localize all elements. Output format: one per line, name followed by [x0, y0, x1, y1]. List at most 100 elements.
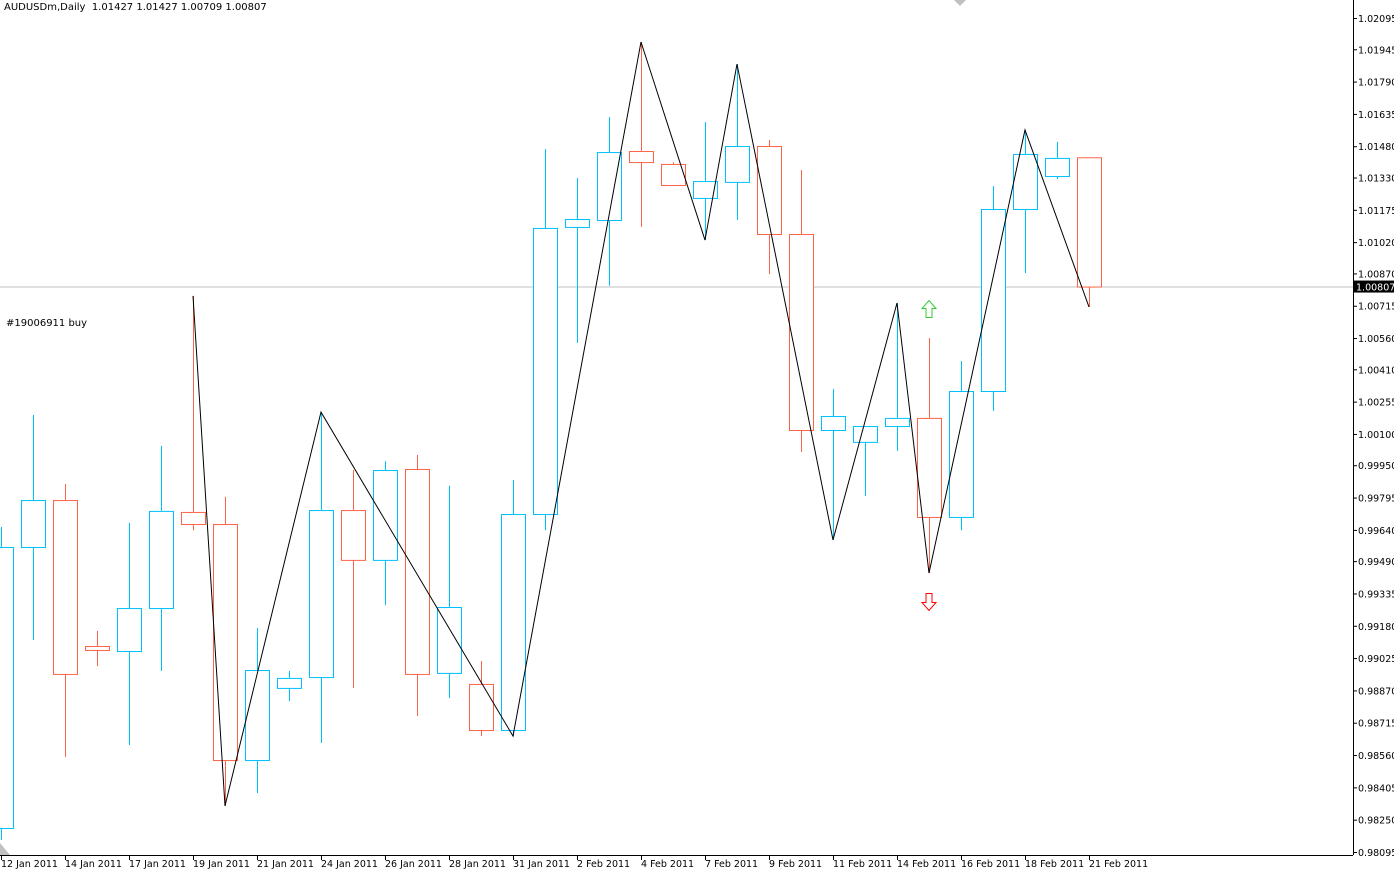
time-tick-label: 21 Jan 2011	[257, 859, 314, 870]
candle	[85, 630, 110, 667]
time-tick-label: 14 Feb 2011	[897, 859, 956, 870]
candle-body	[277, 677, 302, 689]
candle	[53, 483, 78, 757]
candle-body	[693, 181, 718, 199]
price-tick-label: 0.98560	[1358, 751, 1394, 762]
candle	[597, 117, 622, 286]
candle	[853, 426, 878, 496]
price-tick-label: 1.02095	[1358, 14, 1394, 25]
time-tick-label: 18 Feb 2011	[1025, 859, 1084, 870]
candle	[661, 162, 686, 187]
time-tick-label: 28 Jan 2011	[449, 859, 506, 870]
price-tick-label: 1.01020	[1358, 238, 1394, 249]
candle-body	[629, 151, 654, 164]
candle	[1045, 142, 1070, 179]
price-tick-label: 0.98870	[1358, 686, 1394, 697]
candle-body	[533, 227, 558, 516]
candle-body	[949, 391, 974, 518]
candle-body	[853, 426, 878, 443]
candle-body	[469, 683, 494, 732]
order-label: #19006911 buy	[6, 318, 88, 329]
current-price-label: 1.00807	[1356, 283, 1394, 294]
arrow-down-icon	[920, 592, 938, 612]
price-tick-label: 1.01635	[1358, 110, 1394, 121]
candle	[629, 41, 654, 227]
time-tick-label: 12 Jan 2011	[1, 859, 58, 870]
time-tick-label: 16 Feb 2011	[961, 859, 1020, 870]
candle-body	[53, 500, 78, 675]
candle-body	[501, 514, 526, 732]
price-tick-label: 0.98250	[1358, 816, 1394, 827]
candle-body	[245, 669, 270, 762]
candle-body	[341, 510, 366, 561]
price-tick-label: 1.00255	[1358, 398, 1394, 409]
candle	[149, 446, 174, 672]
chart-shift-marker-icon	[954, 0, 966, 6]
candle-body	[117, 608, 142, 653]
candle-body	[149, 510, 174, 610]
time-tick-label: 4 Feb 2011	[641, 859, 694, 870]
candle	[693, 122, 718, 241]
ohlc-readout: 1.01427 1.01427 1.00709 1.00807	[91, 2, 267, 13]
candle	[0, 526, 14, 840]
candle	[757, 139, 782, 275]
candle	[949, 360, 974, 531]
candle	[373, 461, 398, 605]
candle	[821, 388, 846, 540]
candle-body	[181, 511, 206, 526]
candle	[725, 64, 750, 221]
price-tick-label: 0.99490	[1358, 557, 1394, 568]
candle-body	[757, 146, 782, 236]
candle-body	[725, 146, 750, 183]
price-tick-label: 0.98715	[1358, 719, 1394, 730]
candle	[981, 186, 1006, 412]
candle	[885, 303, 910, 452]
price-tick-label: 1.01480	[1358, 142, 1394, 153]
time-tick-label: 14 Jan 2011	[65, 859, 122, 870]
price-tick-label: 1.01790	[1358, 78, 1394, 89]
candle-body	[821, 416, 846, 431]
candle	[181, 295, 206, 531]
candle	[1077, 157, 1102, 307]
price-tick-label: 1.01945	[1358, 45, 1394, 56]
chart-header: AUDUSDm,Daily 1.01427 1.01427 1.00709 1.…	[4, 2, 267, 13]
price-tick-label: 0.99180	[1358, 622, 1394, 633]
scroll-marker-icon	[0, 843, 10, 855]
time-tick-label: 11 Feb 2011	[833, 859, 892, 870]
candle	[277, 671, 302, 702]
candle	[1013, 129, 1038, 273]
candle-body	[789, 234, 814, 431]
candle	[245, 628, 270, 793]
candle-body	[373, 470, 398, 561]
time-tick-label: 17 Jan 2011	[129, 859, 186, 870]
time-tick-label: 31 Jan 2011	[513, 859, 570, 870]
candle-body	[661, 163, 686, 187]
candle-body	[0, 546, 14, 830]
candle	[405, 455, 430, 717]
candle	[117, 522, 142, 746]
price-tick-label: 0.99335	[1358, 589, 1394, 600]
price-tick-label: 1.01330	[1358, 174, 1394, 185]
time-tick-label: 26 Jan 2011	[385, 859, 442, 870]
price-tick-label: 1.00870	[1358, 269, 1394, 280]
price-tick-label: 1.00100	[1358, 430, 1394, 441]
candle	[437, 485, 462, 698]
candle	[341, 470, 366, 688]
candle-body	[1013, 153, 1038, 210]
candle-body	[885, 417, 910, 428]
candle-body	[85, 646, 110, 651]
candle-body	[309, 510, 334, 679]
candle	[533, 148, 558, 531]
time-tick-label: 19 Jan 2011	[193, 859, 250, 870]
time-tick-label: 21 Feb 2011	[1089, 859, 1148, 870]
candle	[309, 412, 334, 743]
candle-body	[213, 524, 238, 762]
price-tick-label: 0.99795	[1358, 494, 1394, 505]
price-tick-label: 1.00715	[1358, 302, 1394, 313]
price-tick-label: 1.00560	[1358, 334, 1394, 345]
candle-body	[597, 152, 622, 222]
price-tick-label: 0.99640	[1358, 526, 1394, 537]
price-tick-label: 0.99950	[1358, 461, 1394, 472]
time-tick-label: 9 Feb 2011	[769, 859, 822, 870]
